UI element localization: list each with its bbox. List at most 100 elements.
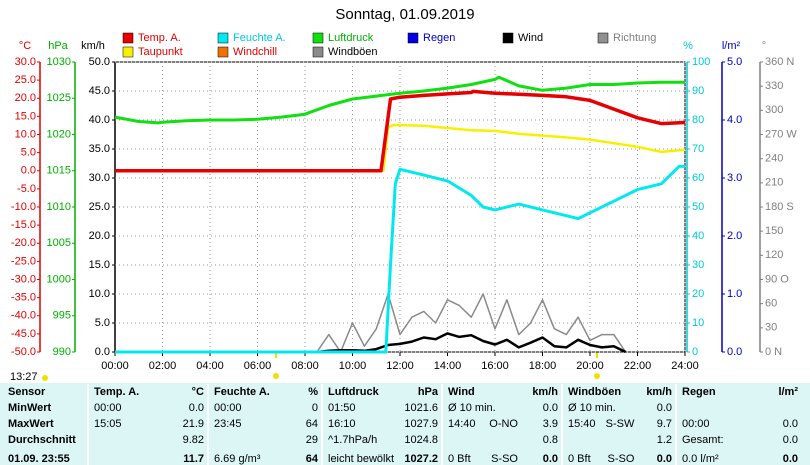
legend-label: Feuchte A. [233, 32, 286, 44]
y-tick-label: 80 [692, 114, 704, 126]
y-tick-label: 1005 [47, 237, 71, 249]
table-cell: 00:00 [214, 402, 242, 414]
legend-swatch [407, 32, 419, 44]
y-tick-label: 90 O [765, 273, 789, 285]
table-row-label: MaxWert [8, 418, 54, 430]
legend-swatch [597, 32, 609, 44]
table-cell: 01:50 [328, 402, 356, 414]
y-tick-label: 300 [765, 104, 783, 116]
y-tick-label: 1025 [47, 92, 71, 104]
x-tick-label: 20:00 [576, 360, 604, 372]
y-tick-label: 2.0 [727, 230, 742, 242]
y-tick-label: 1010 [47, 201, 71, 213]
table-cell: 14:40 [448, 418, 476, 430]
table-row-label: 01.09. 23:55 [8, 453, 70, 465]
table-cell: 1024.8 [404, 434, 438, 446]
y-tick-label: 0 [692, 346, 698, 358]
y-tick-label: 150 [765, 225, 783, 237]
y-tick-label: -15.0 [11, 219, 36, 231]
table-cell: 0.0 [783, 418, 798, 430]
y-tick-label: 3.0 [727, 172, 742, 184]
series-line [115, 164, 685, 354]
table-row-label: MinWert [8, 402, 52, 414]
legend-swatch [312, 46, 324, 58]
x-tick-label: 08:00 [291, 360, 319, 372]
table-header: Regen [682, 386, 716, 398]
y-tick-label: 1030 [47, 56, 71, 68]
table-header: Wind [448, 386, 475, 398]
table-cell: S-SO [491, 453, 518, 465]
y-tick-label: 4.0 [727, 114, 742, 126]
y-tick-label: 240 [765, 153, 783, 165]
y-tick-label: 30 [765, 322, 777, 334]
y-tick-label: 180 S [765, 201, 794, 213]
y-tick-label: 15.0 [89, 259, 110, 271]
table-header: l/m² [778, 386, 798, 398]
x-tick-label: 16:00 [481, 360, 509, 372]
y-tick-label: -10.0 [11, 201, 36, 213]
legend-swatch [217, 32, 229, 44]
table-cell: 0.8 [543, 434, 558, 446]
table-cell: 64 [306, 453, 319, 465]
table-cell: 1021.6 [404, 402, 438, 414]
y-tick-label: 995 [53, 310, 71, 322]
table-cell: 9.7 [657, 418, 672, 430]
legend-swatch [122, 46, 134, 58]
x-tick-label: 02:00 [149, 360, 177, 372]
table-cell: 3.9 [543, 418, 558, 430]
legend-swatch [122, 32, 134, 44]
x-tick-label: 06:00 [244, 360, 272, 372]
table-cell: 0 Bft [568, 453, 591, 465]
axis-title: hPa [48, 40, 68, 52]
table-cell: 0.0 [657, 453, 672, 465]
legend-swatch [502, 32, 514, 44]
x-tick-label: 24:00 [671, 360, 699, 372]
y-tick-label: 25.0 [15, 74, 36, 86]
axis-title: km/h [81, 40, 105, 52]
y-tick-label: 120 [765, 249, 783, 261]
table-cell: 1027.2 [404, 453, 438, 465]
table-cell: Ø 10 min. [448, 402, 496, 414]
table-cell: 6.69 g/m³ [214, 453, 261, 465]
table-header: km/h [532, 386, 558, 398]
table-cell: 9.82 [183, 434, 204, 446]
table-header: hPa [418, 386, 439, 398]
table-cell: 0 Bft [448, 453, 471, 465]
table-cell: 00:00 [682, 418, 710, 430]
y-tick-label: 1015 [47, 165, 71, 177]
x-tick-label: 18:00 [529, 360, 557, 372]
table-cell: 0.0 [189, 402, 204, 414]
y-tick-label: 1020 [47, 128, 71, 140]
table-row-label: Durchschnitt [8, 434, 76, 446]
table-header: °C [192, 386, 204, 398]
table-cell: Ø 10 min. [568, 402, 616, 414]
y-tick-label: 10 [692, 317, 704, 329]
x-tick-label: 12:00 [386, 360, 414, 372]
table-cell: Gesamt: [682, 434, 724, 446]
table-cell: ^1.7hPa/h [328, 434, 377, 446]
x-tick-label: 10:00 [339, 360, 367, 372]
y-tick-label: 70 [692, 143, 704, 155]
legend-label: Temp. A. [138, 32, 181, 44]
table-row-label: Sensor [8, 386, 46, 398]
y-tick-label: 15.0 [15, 110, 36, 122]
y-tick-label: 90 [692, 85, 704, 97]
y-tick-label: 50 [692, 201, 704, 213]
chart-title: Sonntag, 01.09.2019 [335, 6, 474, 23]
y-tick-label: 210 [765, 177, 783, 189]
y-tick-label: -20.0 [11, 237, 36, 249]
time-label: 13:27 [10, 371, 38, 383]
y-tick-label: 100 [692, 56, 710, 68]
axis-title: ° [762, 40, 766, 52]
y-tick-label: 20.0 [89, 230, 110, 242]
y-tick-label: 30.0 [89, 172, 110, 184]
table-cell: 23:45 [214, 418, 242, 430]
sunset-marker [594, 373, 600, 379]
y-tick-label: 40 [692, 230, 704, 242]
legend-swatch [217, 46, 229, 58]
table-cell: 16:10 [328, 418, 356, 430]
table-cell: 0.0 [543, 453, 558, 465]
table-cell: 0.0 l/m² [682, 453, 719, 465]
